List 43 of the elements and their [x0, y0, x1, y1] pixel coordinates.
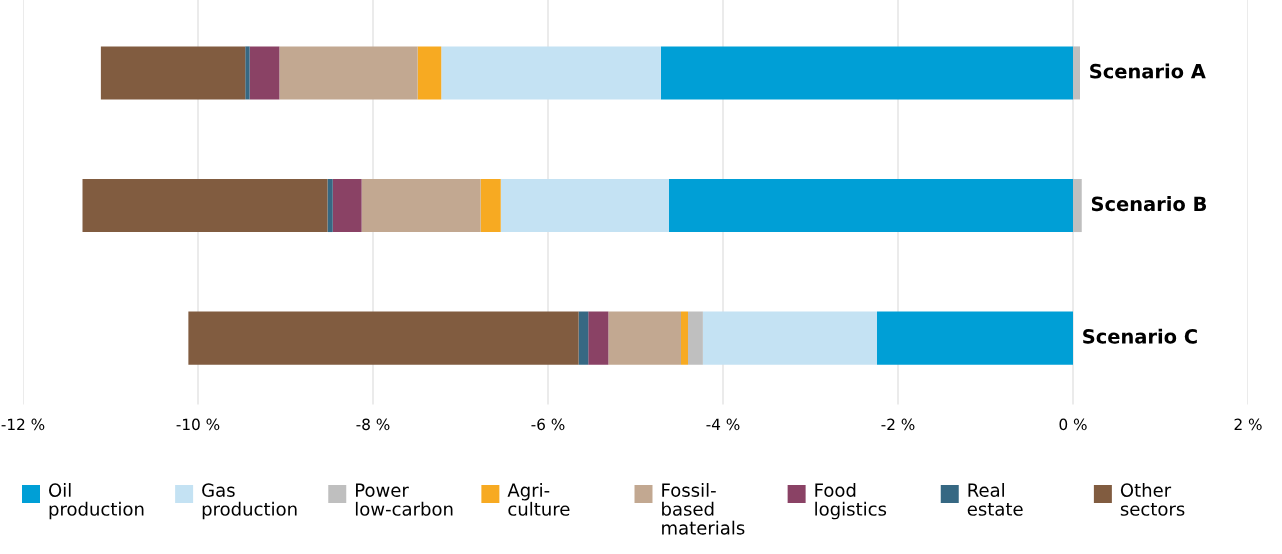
x-tick-label: -4 % — [706, 418, 740, 431]
x-tick-label: -2 % — [881, 418, 915, 431]
bar — [1073, 46, 1080, 100]
legend-label: Fossil- based materials — [662, 483, 745, 535]
legend-label: Real estate — [967, 483, 1023, 516]
x-tick-label: -10 % — [176, 418, 220, 431]
x-tick-label: 0 % — [1059, 418, 1087, 431]
y-tick-label: Scenario A — [1090, 63, 1206, 79]
bar — [188, 311, 579, 365]
bar — [500, 179, 669, 233]
bar — [681, 311, 688, 365]
x-tick-label: 2 % — [1234, 418, 1262, 431]
bar — [588, 311, 609, 365]
legend-label: Oil production — [49, 483, 144, 520]
legend-label: Food logistics — [815, 483, 887, 520]
bar — [82, 179, 328, 233]
legend-label: Agri- culture — [507, 483, 570, 516]
bar — [417, 46, 442, 100]
bar — [480, 179, 501, 233]
bar — [668, 179, 1073, 233]
legend-label: Gas production — [202, 483, 297, 520]
bar — [441, 46, 661, 100]
bar — [279, 46, 418, 100]
bar — [877, 311, 1073, 365]
y-tick-label: Scenario C — [1083, 328, 1197, 344]
x-tick-label: -8 % — [356, 418, 390, 431]
bar — [608, 311, 681, 365]
legend-label: Other sectors — [1120, 483, 1185, 516]
legend-label: Power low-carbon — [355, 483, 453, 516]
bar — [702, 311, 877, 365]
bar — [660, 46, 1073, 100]
bar — [361, 179, 481, 233]
bar — [245, 46, 250, 100]
y-tick-label: Scenario B — [1091, 196, 1207, 212]
bar — [327, 179, 333, 233]
bar — [100, 46, 246, 100]
bar — [249, 46, 280, 100]
x-tick-label: -12 % — [1, 418, 45, 431]
bar — [578, 311, 589, 365]
bar — [332, 179, 362, 233]
bar — [1073, 179, 1082, 233]
bar — [688, 311, 703, 365]
x-tick-label: -6 % — [531, 418, 565, 431]
